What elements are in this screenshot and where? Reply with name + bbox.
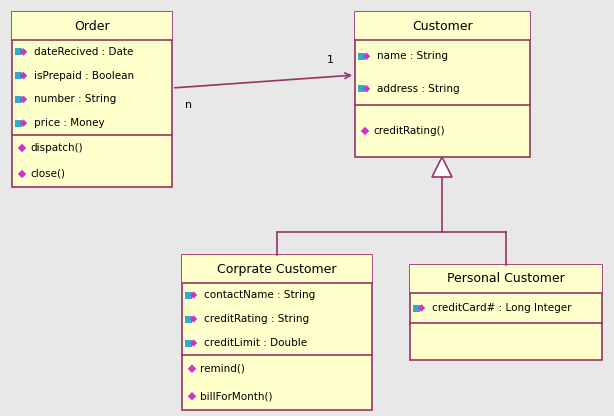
Text: creditCard# : Long Integer: creditCard# : Long Integer xyxy=(432,303,572,313)
Bar xyxy=(410,265,602,293)
Polygon shape xyxy=(361,127,369,135)
Bar xyxy=(358,85,365,92)
Text: creditRating(): creditRating() xyxy=(373,126,445,136)
Bar xyxy=(15,72,22,79)
Bar xyxy=(355,12,530,40)
Bar xyxy=(355,12,530,157)
Text: close(): close() xyxy=(30,169,65,179)
Text: creditLimit : Double: creditLimit : Double xyxy=(204,338,307,348)
Bar xyxy=(413,305,420,312)
Bar xyxy=(358,53,365,60)
Polygon shape xyxy=(20,48,27,56)
Text: isPrepaid : Boolean: isPrepaid : Boolean xyxy=(34,71,134,81)
Text: Personal Customer: Personal Customer xyxy=(447,272,565,285)
Polygon shape xyxy=(432,157,452,177)
Polygon shape xyxy=(363,52,370,60)
Text: n: n xyxy=(185,100,192,110)
Polygon shape xyxy=(190,291,197,299)
Text: dateRecived : Date: dateRecived : Date xyxy=(34,47,133,57)
Bar xyxy=(182,255,372,410)
Text: dispatch(): dispatch() xyxy=(30,143,83,153)
Bar xyxy=(185,339,192,347)
Text: address : String: address : String xyxy=(377,84,460,94)
Text: Order: Order xyxy=(74,20,110,32)
Text: price : Money: price : Money xyxy=(34,118,104,128)
Text: contactName : String: contactName : String xyxy=(204,290,315,300)
Polygon shape xyxy=(18,170,26,178)
Text: number : String: number : String xyxy=(34,94,116,104)
Text: billForMonth(): billForMonth() xyxy=(200,391,273,401)
Text: Customer: Customer xyxy=(412,20,473,32)
Bar xyxy=(12,12,172,187)
Polygon shape xyxy=(188,364,196,373)
Bar xyxy=(15,120,22,126)
Text: 1: 1 xyxy=(327,55,334,65)
Polygon shape xyxy=(20,72,27,79)
Bar xyxy=(12,12,172,40)
Bar xyxy=(185,292,192,299)
Bar xyxy=(15,48,22,55)
Polygon shape xyxy=(190,339,197,347)
Polygon shape xyxy=(190,315,197,323)
Polygon shape xyxy=(20,96,27,103)
Bar xyxy=(185,315,192,322)
Polygon shape xyxy=(20,119,27,127)
Text: name : String: name : String xyxy=(377,51,448,61)
Text: remind(): remind() xyxy=(200,364,245,374)
Polygon shape xyxy=(363,85,370,92)
Polygon shape xyxy=(188,392,196,401)
Bar xyxy=(15,96,22,103)
Polygon shape xyxy=(418,304,426,312)
Bar xyxy=(182,255,372,283)
Bar xyxy=(410,265,602,360)
Text: Corprate Customer: Corprate Customer xyxy=(217,262,336,275)
Text: creditRating : String: creditRating : String xyxy=(204,314,309,324)
Polygon shape xyxy=(18,144,26,152)
